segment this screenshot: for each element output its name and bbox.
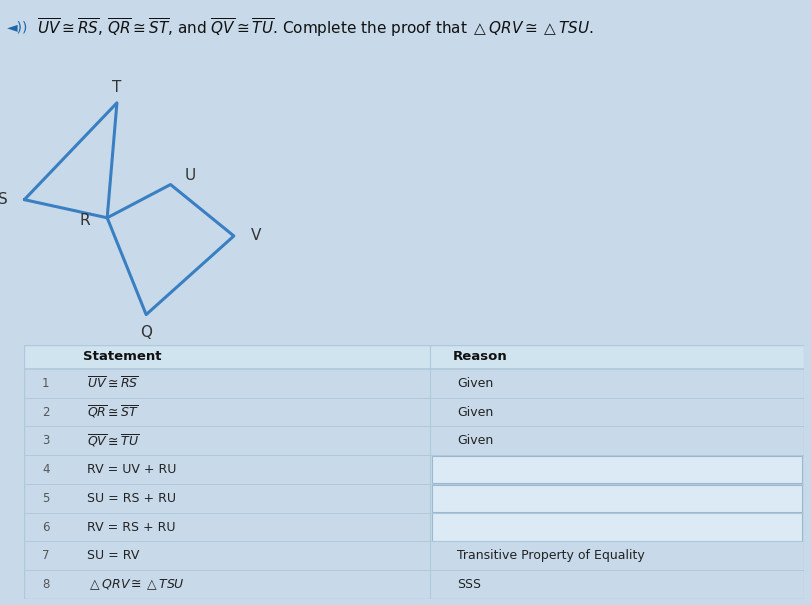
Text: 7: 7: [42, 549, 49, 562]
Text: Reason: Reason: [453, 350, 507, 364]
Text: $\overline{QR} \cong \overline{ST}$: $\overline{QR} \cong \overline{ST}$: [87, 404, 139, 420]
Text: Given: Given: [457, 434, 492, 447]
Text: SU = RV: SU = RV: [87, 549, 139, 562]
Text: Statement: Statement: [83, 350, 161, 364]
Text: 8: 8: [42, 578, 49, 591]
Text: Transitive Property of Equality: Transitive Property of Equality: [457, 549, 644, 562]
Text: 5: 5: [42, 492, 49, 505]
Text: Given: Given: [457, 377, 492, 390]
Text: $\overline{UV} \cong \overline{RS}$: $\overline{UV} \cong \overline{RS}$: [87, 376, 138, 391]
Text: $\overline{QV} \cong \overline{TU}$: $\overline{QV} \cong \overline{TU}$: [87, 433, 139, 449]
Text: R: R: [79, 214, 91, 228]
Text: ◄)): ◄)): [6, 20, 28, 34]
Bar: [431, 456, 800, 483]
Text: $\overline{UV} \cong \overline{RS}$, $\overline{QR} \cong \overline{ST}$, and $\: $\overline{UV} \cong \overline{RS}$, $\o…: [36, 16, 592, 39]
Text: SU = RS + RU: SU = RS + RU: [87, 492, 175, 505]
Text: U: U: [184, 168, 195, 183]
Text: 6: 6: [42, 520, 49, 534]
Text: S: S: [0, 192, 7, 207]
Text: RV = UV + RU: RV = UV + RU: [87, 463, 176, 476]
Text: Given: Given: [457, 405, 492, 419]
Text: Q: Q: [140, 325, 152, 340]
Text: 4: 4: [42, 463, 49, 476]
Text: SSS: SSS: [457, 578, 480, 591]
Text: 2: 2: [42, 405, 49, 419]
Text: RV = RS + RU: RV = RS + RU: [87, 520, 175, 534]
Text: V: V: [251, 229, 260, 243]
Text: $\triangle QRV \cong \triangle TSU$: $\triangle QRV \cong \triangle TSU$: [87, 577, 184, 592]
Text: T: T: [112, 80, 122, 95]
Bar: [24, 345, 803, 369]
Bar: [431, 514, 800, 541]
Bar: [431, 485, 800, 512]
Text: 3: 3: [42, 434, 49, 447]
Text: 1: 1: [42, 377, 49, 390]
